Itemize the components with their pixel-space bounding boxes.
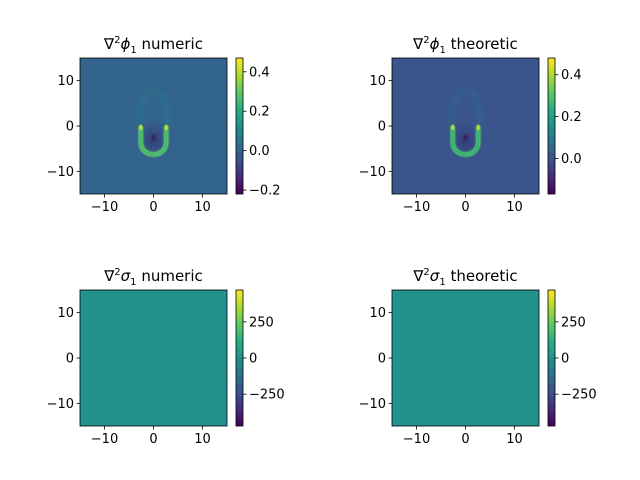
halo-arc [137, 89, 170, 127]
u-ring-tip-left [139, 124, 143, 131]
title-subscript: 1 [440, 45, 446, 56]
x-tick-label: −10 [91, 200, 118, 215]
title-subscript: 1 [130, 277, 136, 288]
y-tick-label: 0 [66, 352, 74, 367]
title-text: numeric [137, 267, 203, 285]
colorbar: 250 0 −250 [235, 289, 285, 427]
title-subscript: 1 [130, 45, 136, 56]
colorbar-tick-label: 250 [249, 315, 274, 330]
y-tick-label: 0 [66, 120, 74, 135]
x-tick-label: −10 [91, 432, 118, 447]
colorbar-gradient [235, 57, 244, 195]
heatmap-field [443, 89, 488, 162]
title-superscript: 2 [114, 267, 120, 278]
title-superscript: 2 [114, 35, 120, 46]
colorbar-tick-label: 0 [561, 352, 569, 367]
u-ring-tip-right [476, 124, 480, 131]
title-nabla: ∇ [412, 267, 424, 285]
subplot-title: ∇2ϕ1 theoretic [412, 35, 518, 56]
u-ring [451, 124, 480, 156]
heatmap-field [131, 89, 176, 162]
colorbar-tick-label: 0.2 [561, 110, 582, 125]
title-superscript: 2 [423, 267, 429, 278]
title-symbol: σ [121, 267, 131, 285]
colorbar: 0.4 0.2 0.0 [547, 57, 582, 195]
colorbar-tick-label: −250 [249, 388, 285, 403]
y-tick-label: 10 [57, 74, 74, 89]
center-minimum [464, 134, 467, 141]
y-tick-label: −10 [47, 165, 74, 180]
y-tick-label: 0 [378, 352, 386, 367]
x-tick-label: 0 [149, 432, 157, 447]
title-nabla: ∇ [103, 267, 115, 285]
title-text: theoretic [446, 35, 518, 53]
subplot-title: ∇2ϕ1 numeric [103, 35, 203, 56]
subplot-2: −10 0 10 −10 0 10 ∇2ϕ1 theoretic 0.4 0.2 0.0 [359, 35, 582, 215]
u-ring-tip-left [451, 124, 455, 131]
colorbar: 0.4 0.2 0.0 −0.2 [235, 57, 281, 199]
x-tick-label: 10 [194, 200, 211, 215]
colorbar-tick-label: 0 [249, 352, 257, 367]
y-tick-label: 10 [369, 74, 386, 89]
x-tick-label: 0 [461, 432, 469, 447]
title-text: theoretic [446, 267, 518, 285]
y-tick-label: −10 [359, 165, 386, 180]
subplot-title: ∇2σ1 theoretic [412, 267, 517, 288]
title-subscript: 1 [439, 277, 445, 288]
x-tick-label: 0 [149, 200, 157, 215]
heatmap-background [80, 290, 227, 426]
u-ring [139, 124, 168, 156]
subplot-4: −10 0 10 −10 0 10 ∇2σ1 theoretic 250 0 −250 [359, 267, 597, 447]
x-tick-label: 10 [194, 432, 211, 447]
y-tick-label: 10 [369, 306, 386, 321]
x-tick-label: 10 [506, 200, 523, 215]
x-tick-label: −10 [403, 200, 430, 215]
halo-arc [449, 89, 482, 127]
title-symbol: ϕ [430, 35, 440, 53]
colorbar-tick-label: 250 [561, 315, 586, 330]
title-text: numeric [137, 35, 203, 53]
center-minimum [152, 134, 155, 141]
y-tick-label: −10 [47, 397, 74, 412]
title-nabla: ∇ [103, 35, 115, 53]
colorbar-gradient [235, 289, 244, 427]
x-tick-label: −10 [403, 432, 430, 447]
colorbar-gradient [547, 57, 556, 195]
title-nabla: ∇ [412, 35, 424, 53]
colorbar-gradient [547, 289, 556, 427]
heatmap-background [392, 290, 539, 426]
title-symbol: σ [430, 267, 440, 285]
y-tick-label: −10 [359, 397, 386, 412]
u-ring-tip-right [164, 124, 168, 131]
colorbar-tick-label: 0.4 [561, 68, 582, 83]
colorbar-tick-label: 0.0 [561, 152, 582, 167]
colorbar-tick-label: 0.0 [249, 144, 270, 159]
colorbar-tick-label: −250 [561, 388, 597, 403]
subplot-1: −10 0 10 −10 0 10 ∇2ϕ1 numeric 0.4 0.2 0.0 −0.2 [47, 35, 281, 215]
x-tick-label: 10 [506, 432, 523, 447]
y-tick-label: 0 [378, 120, 386, 135]
subplot-title: ∇2σ1 numeric [103, 267, 203, 288]
colorbar-tick-label: −0.2 [249, 184, 281, 199]
colorbar: 250 0 −250 [547, 289, 597, 427]
title-superscript: 2 [423, 35, 429, 46]
y-tick-label: 10 [57, 306, 74, 321]
title-symbol: ϕ [120, 35, 130, 53]
x-tick-label: 0 [461, 200, 469, 215]
colorbar-tick-label: 0.2 [249, 105, 270, 120]
colorbar-tick-label: 0.4 [249, 65, 270, 80]
subplot-3: −10 0 10 −10 0 10 ∇2σ1 numeric 250 0 −250 [47, 267, 285, 447]
